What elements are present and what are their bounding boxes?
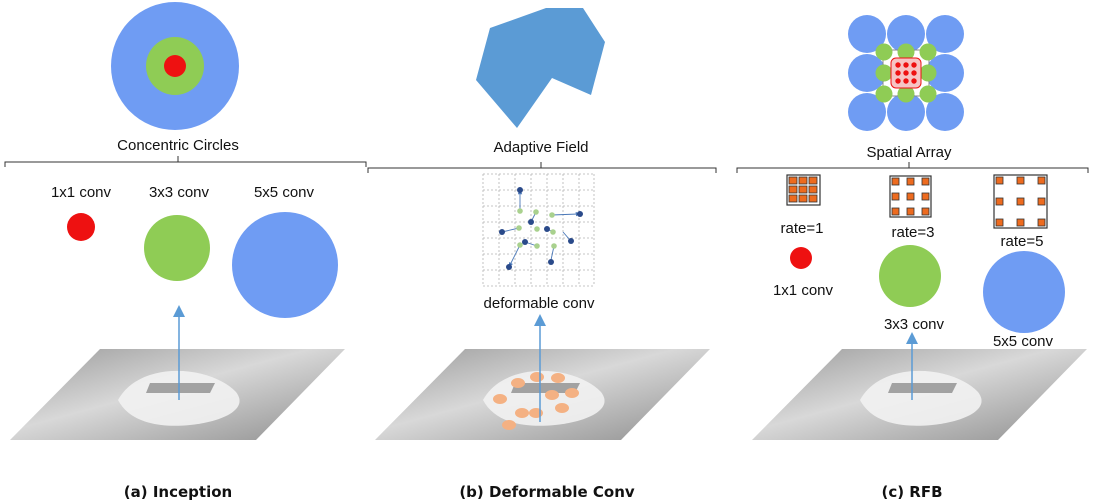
deformable-conv-label: deformable conv bbox=[484, 295, 595, 312]
branch-label-5x5: 5x5 conv bbox=[254, 184, 315, 201]
caption-inception: (a) Inception bbox=[124, 483, 232, 501]
bracket bbox=[367, 162, 717, 173]
panel-inception: Concentric Circles 1x1 conv 3x3 conv 5x5… bbox=[4, 2, 367, 501]
branch-label-1x1: 1x1 conv bbox=[51, 184, 112, 201]
rate-label-5: rate=5 bbox=[1001, 233, 1044, 250]
spatial-array-graphic bbox=[848, 15, 964, 131]
rfb-branch-label-3x3: 3x3 conv bbox=[884, 316, 945, 333]
caption-rfb: (c) RFB bbox=[881, 483, 942, 501]
adaptive-field-shape bbox=[476, 8, 605, 128]
kernel-rate-3 bbox=[889, 175, 932, 218]
panel-deformable: Adaptive Field deformable conv bbox=[367, 8, 717, 501]
rfb-branch-label-5x5: 5x5 conv bbox=[993, 333, 1054, 350]
rfb-branch-label-1x1: 1x1 conv bbox=[773, 282, 834, 299]
input-image bbox=[752, 349, 1087, 440]
input-image bbox=[375, 349, 710, 440]
small-receptive-circle bbox=[164, 55, 186, 77]
rfb-3x3-circle bbox=[879, 245, 941, 307]
concentric-circles-graphic bbox=[111, 2, 239, 130]
adaptive-field-label: Adaptive Field bbox=[493, 139, 588, 156]
offset-sample-points bbox=[499, 187, 583, 270]
outer-blue-circles bbox=[848, 15, 964, 131]
conv-5x5-circle bbox=[232, 212, 338, 318]
rate-label-3: rate=3 bbox=[892, 224, 935, 241]
concentric-circles-label: Concentric Circles bbox=[117, 137, 239, 154]
conv-3x3-circle bbox=[144, 215, 210, 281]
kernel-rate-5 bbox=[993, 174, 1048, 229]
regular-sample-points bbox=[516, 208, 557, 249]
bracket bbox=[4, 156, 367, 167]
inner-red-dots bbox=[895, 62, 917, 84]
branch-label-3x3: 3x3 conv bbox=[149, 184, 210, 201]
conv-1x1-circle bbox=[67, 213, 95, 241]
rate-label-1: rate=1 bbox=[781, 220, 824, 237]
middle-green-circles bbox=[875, 43, 937, 103]
kernel-rate-1 bbox=[786, 174, 821, 206]
input-image bbox=[10, 349, 345, 440]
caption-deformable: (b) Deformable Conv bbox=[459, 483, 635, 501]
rfb-5x5-circle bbox=[983, 251, 1065, 333]
spatial-array-label: Spatial Array bbox=[866, 144, 952, 161]
bracket bbox=[736, 162, 1089, 173]
panel-rfb: Spatial Array bbox=[736, 15, 1089, 501]
rfb-1x1-circle bbox=[790, 247, 812, 269]
